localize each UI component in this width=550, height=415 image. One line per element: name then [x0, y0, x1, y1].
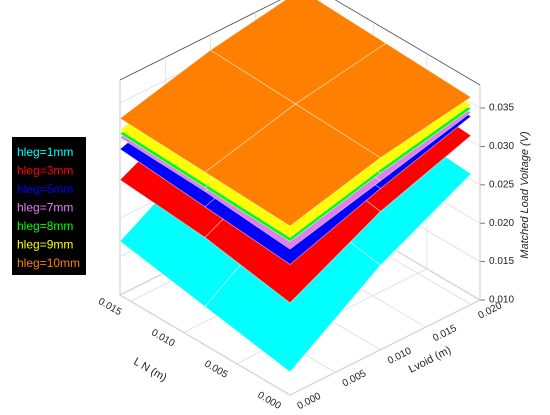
x-grid-line — [289, 299, 481, 396]
x-tick-label: 0.000 — [256, 390, 284, 410]
z-tick-label: 0.025 — [489, 179, 514, 190]
legend-entry: hleg=9mm — [17, 238, 73, 252]
z-tick-label: 0.010 — [489, 295, 514, 306]
z-tick-label: 0.020 — [489, 218, 514, 229]
legend-entry: hleg=10mm — [17, 256, 80, 270]
x-tick-label: 0.015 — [96, 296, 124, 318]
y-tick-label: 0.015 — [431, 323, 459, 344]
legend-entry: hleg=3mm — [17, 164, 73, 178]
z-tick-label: 0.035 — [489, 103, 514, 114]
axis-edge — [119, 0, 281, 81]
surfaces — [119, 0, 472, 373]
legend-entry: hleg=7mm — [17, 201, 73, 215]
z-tick-label: 0.015 — [489, 256, 514, 267]
surface-patch — [204, 103, 382, 227]
z-tick-label: 0.030 — [489, 141, 514, 152]
axis-edge — [334, 0, 481, 86]
x-tick-label: 0.005 — [202, 359, 230, 381]
legend-box — [12, 137, 86, 275]
legend-entry: hleg=8mm — [17, 219, 73, 233]
legend: hleg=1mm hleg=3mm hleg=5mm hleg=7mm hleg=8mm… — [12, 137, 86, 275]
y-tick-label: 0.000 — [296, 391, 324, 410]
y-grid-line — [119, 294, 291, 396]
y-tick-label: 0.005 — [341, 368, 369, 389]
z-axis-label: Matched Load Voltage (V) — [519, 131, 531, 259]
legend-entry: hleg=1mm — [17, 145, 73, 159]
legend-entry: hleg=5mm — [17, 182, 73, 196]
x-axis-label: L N (m) — [131, 356, 168, 385]
x-tick-label: 0.010 — [149, 327, 177, 349]
y-axis-label: Lvoid (m) — [407, 344, 453, 376]
